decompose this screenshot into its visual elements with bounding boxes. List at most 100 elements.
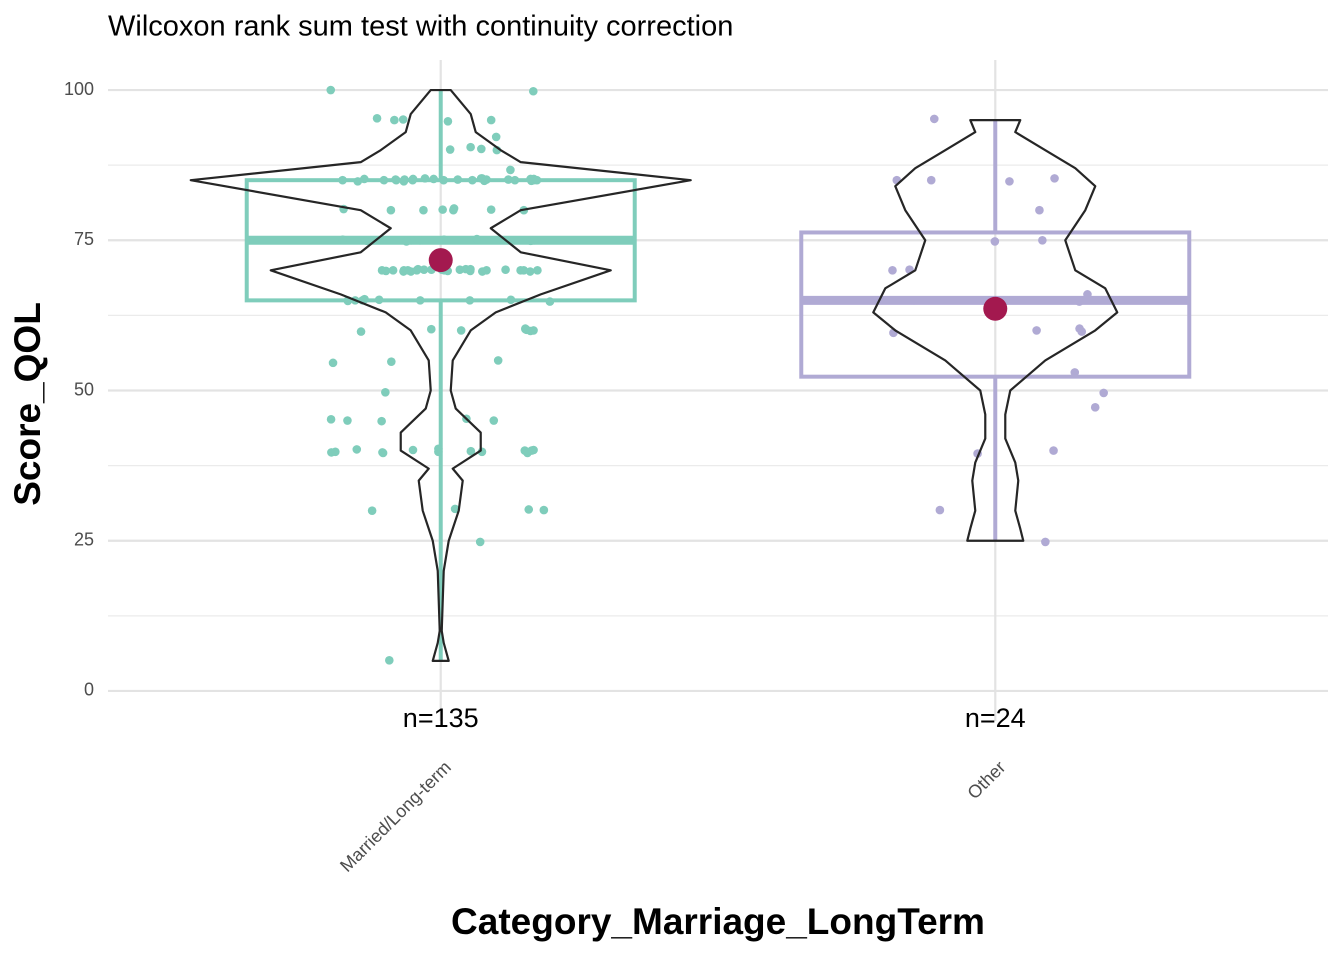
point [472,234,482,244]
point [353,177,363,186]
point [412,266,422,275]
point [399,177,409,186]
point [524,505,534,514]
point [429,174,438,184]
point [379,175,389,185]
point [466,446,476,456]
point [455,265,465,275]
point [501,265,510,275]
point [1049,446,1058,455]
point [935,505,945,515]
point [465,266,475,276]
point [545,297,555,306]
point [465,296,475,305]
point [482,266,491,275]
n-label: n=135 [403,703,479,733]
point [381,388,390,397]
point [506,165,515,175]
point [338,235,348,244]
y-tick-label: 100 [64,79,94,99]
point [398,115,408,124]
point [1075,324,1084,333]
point [450,504,460,514]
point [1050,174,1059,183]
point [326,85,336,95]
point [1032,326,1041,335]
y-tick-label: 75 [74,229,94,249]
point [533,266,542,275]
point [388,266,398,275]
y-tick-label: 25 [74,529,94,549]
chart-title: Wilcoxon rank sum test with continuity c… [108,11,733,43]
point [438,205,447,214]
point [453,175,463,184]
violin [189,88,692,663]
point [1090,403,1100,412]
point [486,205,496,214]
point [434,447,443,457]
point [489,416,499,425]
point [525,267,535,276]
point [443,116,453,126]
y-tick-label: 50 [74,379,94,399]
point [528,86,538,96]
point [529,445,538,455]
point [439,235,449,244]
point [352,445,362,454]
point [445,145,455,154]
x-tick-label: Married/Long-term [336,757,455,876]
point [475,537,485,547]
point [539,505,549,515]
point [377,416,386,426]
point [449,204,459,213]
point [888,266,897,275]
point [408,445,418,455]
mean-point [983,296,1008,321]
n-label: n=24 [965,703,1026,733]
point [378,448,387,457]
point [426,324,436,334]
point [399,267,408,276]
point [526,326,535,336]
point [338,175,347,185]
point [415,235,425,245]
point [343,416,352,425]
point [328,358,338,368]
point [519,266,529,275]
point [362,236,372,246]
point [493,356,503,365]
point [1005,177,1014,186]
point [420,174,430,183]
point [506,295,516,305]
point [386,205,396,215]
point [929,114,939,124]
point [504,175,513,184]
point [385,656,394,665]
point [326,415,336,424]
point [468,175,477,185]
point [390,115,399,125]
point [526,174,535,184]
x-axis-title: Category_Marriage_LongTerm [451,901,985,942]
point [491,132,501,142]
point [391,175,400,184]
y-tick-label: 0 [84,680,94,700]
point [1099,388,1108,398]
point [1075,297,1084,306]
point [477,174,487,183]
violin [872,118,1119,542]
point [532,175,542,185]
point [1035,205,1044,215]
point [477,144,486,154]
point [381,266,391,276]
point [387,357,396,366]
point [356,327,366,336]
point [408,175,417,185]
point [402,237,411,246]
point [486,115,496,125]
point [456,326,466,335]
point [510,175,520,185]
point [415,296,425,305]
mean-point [428,248,453,273]
